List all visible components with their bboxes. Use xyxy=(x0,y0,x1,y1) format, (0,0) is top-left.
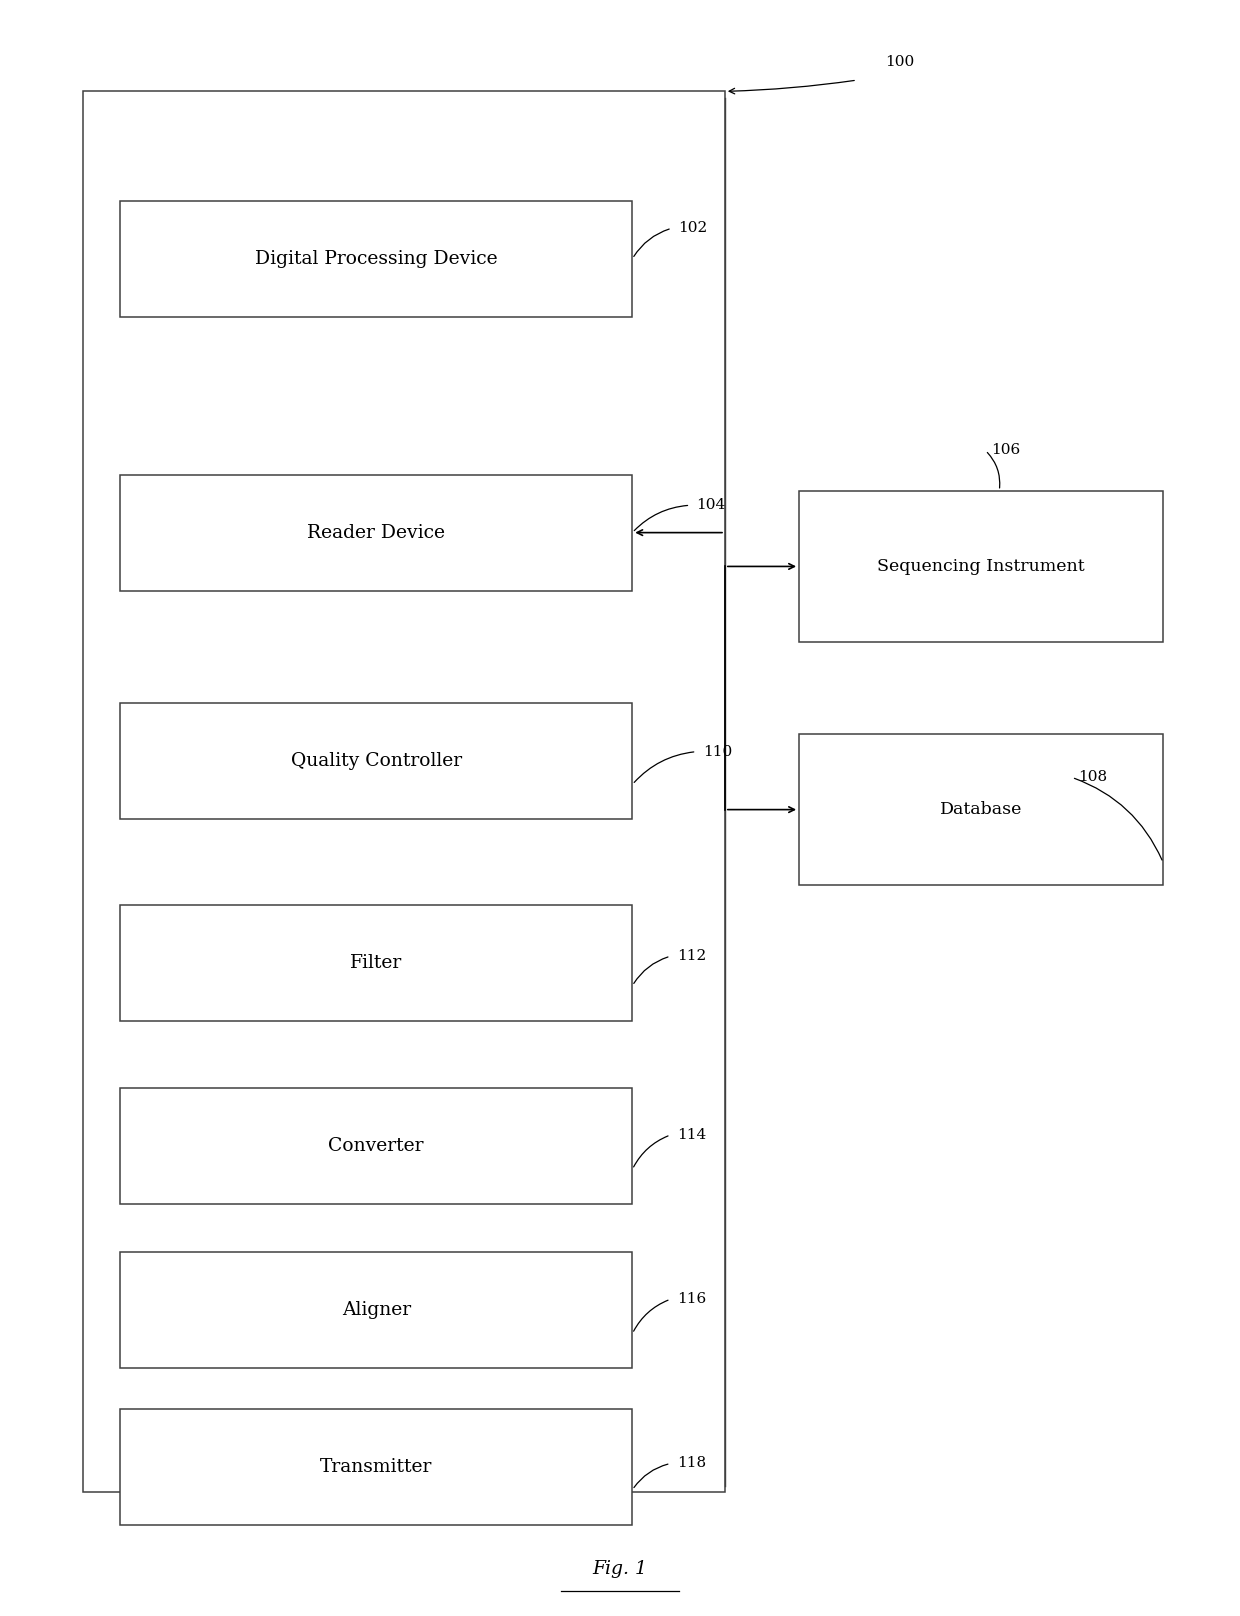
Bar xyxy=(120,905,632,1021)
Text: Filter: Filter xyxy=(350,953,402,971)
Text: 106: 106 xyxy=(992,443,1021,457)
Text: 102: 102 xyxy=(678,221,707,236)
Bar xyxy=(83,92,725,1493)
Text: Sequencing Instrument: Sequencing Instrument xyxy=(877,558,1085,575)
Bar xyxy=(120,1409,632,1524)
Text: Aligner: Aligner xyxy=(342,1301,410,1319)
Text: 112: 112 xyxy=(677,949,706,963)
Text: 104: 104 xyxy=(697,498,725,512)
Text: Database: Database xyxy=(940,802,1022,818)
Text: 100: 100 xyxy=(885,55,915,69)
Bar xyxy=(120,200,632,317)
Text: Reader Device: Reader Device xyxy=(308,524,445,541)
Bar xyxy=(120,1252,632,1369)
Text: Fig. 1: Fig. 1 xyxy=(593,1559,647,1577)
Text: Digital Processing Device: Digital Processing Device xyxy=(255,250,497,268)
Text: 116: 116 xyxy=(677,1293,706,1306)
Text: Converter: Converter xyxy=(329,1138,424,1155)
Text: Quality Controller: Quality Controller xyxy=(290,753,461,771)
Text: 114: 114 xyxy=(677,1128,706,1143)
Bar xyxy=(120,1088,632,1204)
Text: 108: 108 xyxy=(1078,771,1107,784)
Text: Transmitter: Transmitter xyxy=(320,1458,433,1475)
Bar xyxy=(799,491,1163,642)
Bar xyxy=(120,703,632,819)
Bar xyxy=(799,734,1163,886)
Bar xyxy=(120,475,632,590)
Text: 118: 118 xyxy=(677,1456,706,1471)
Text: 110: 110 xyxy=(703,745,732,758)
